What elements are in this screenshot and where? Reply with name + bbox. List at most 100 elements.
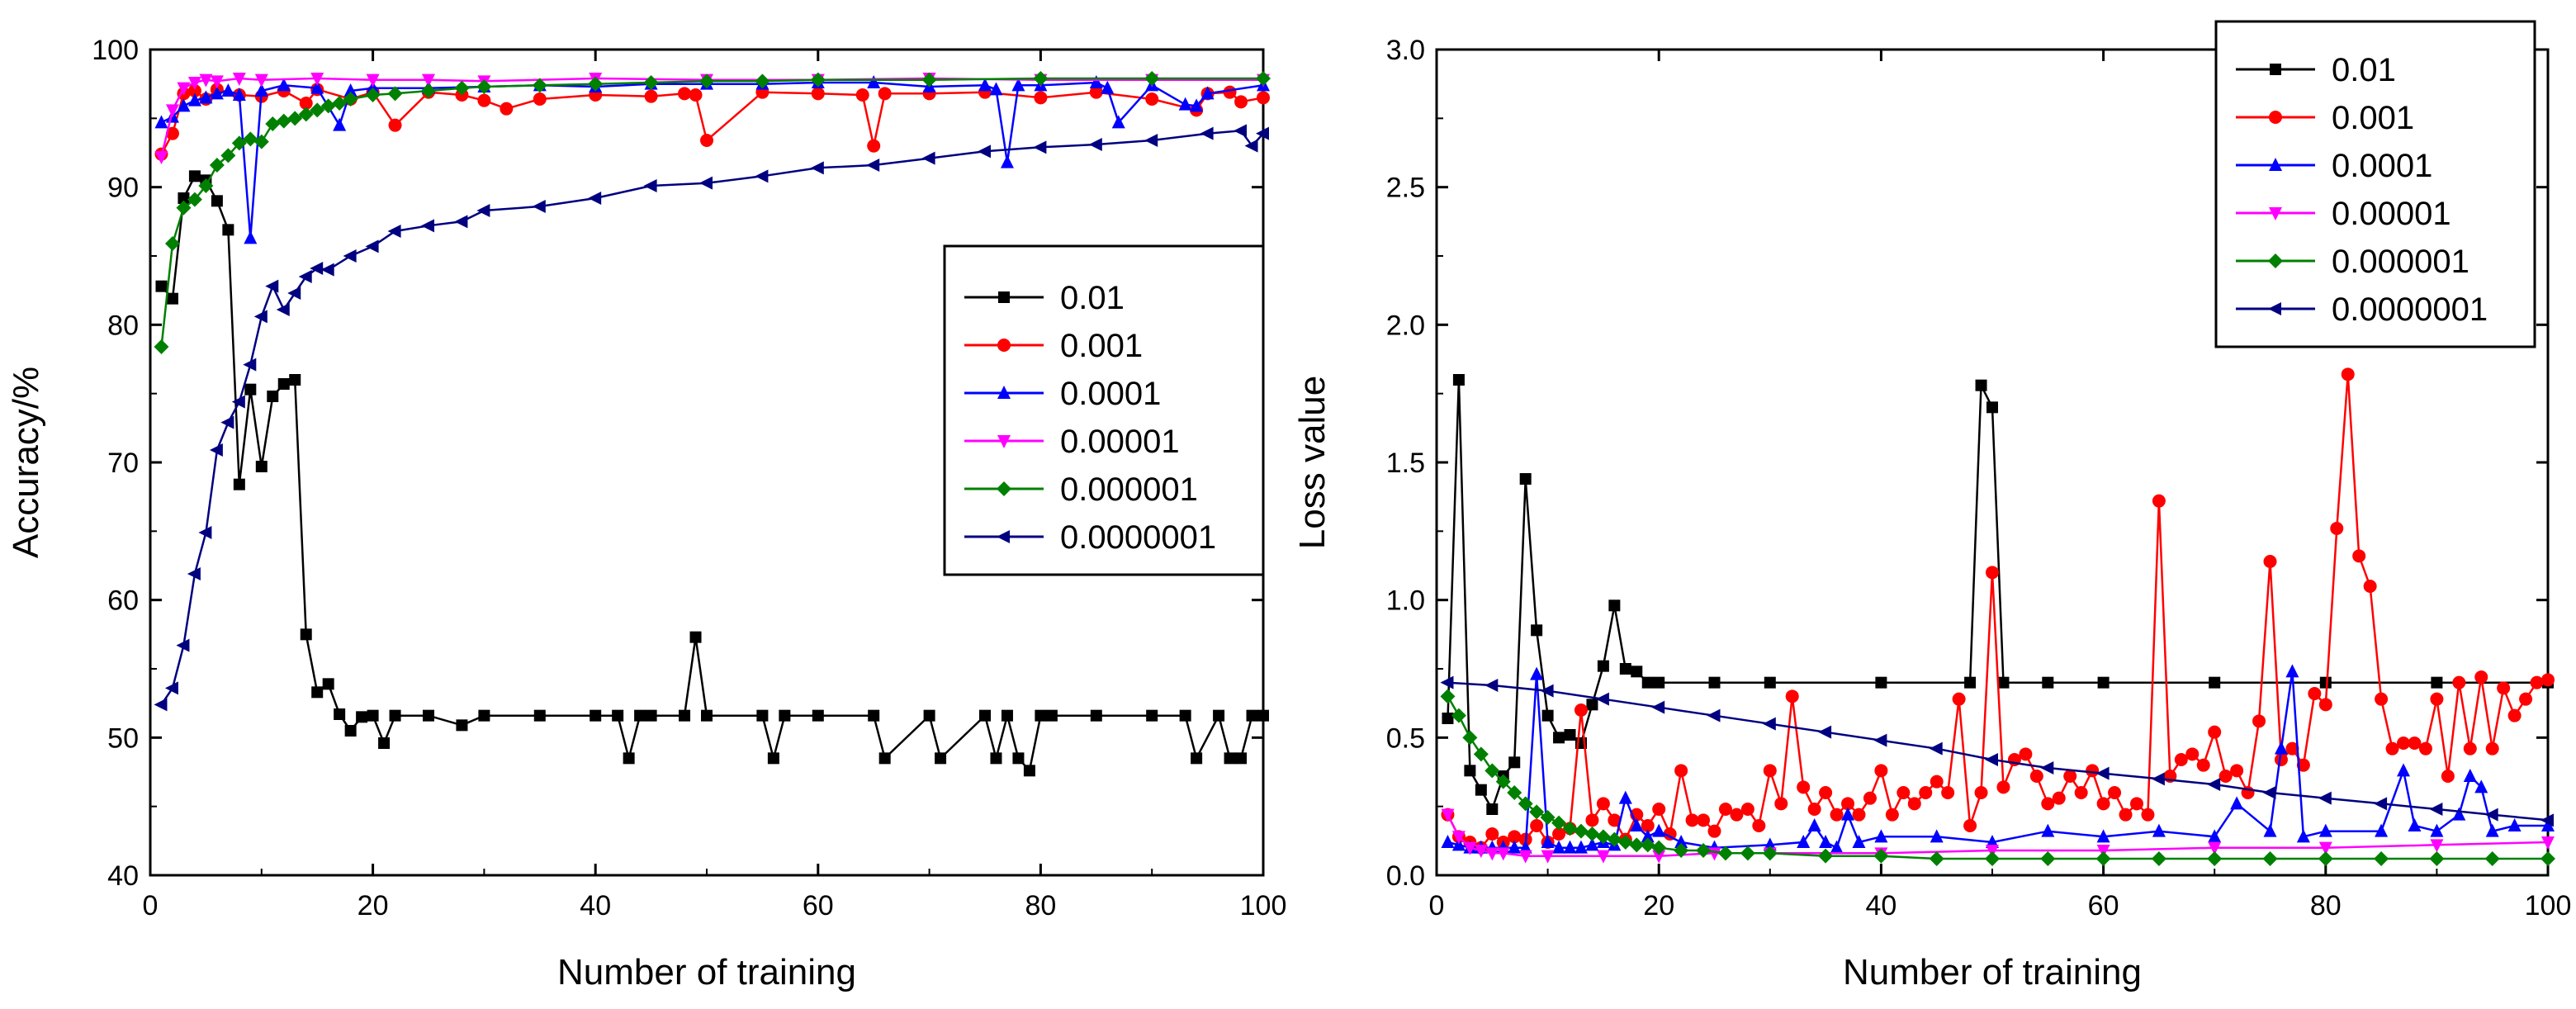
- loss-data-point: [2063, 770, 2077, 783]
- accuracy-data-point: [187, 92, 201, 107]
- accuracy-y-tick-label: 90: [107, 173, 139, 204]
- accuracy-data-point: [623, 752, 635, 765]
- accuracy-data-point: [1257, 91, 1270, 105]
- loss-data-point: [2484, 851, 2500, 866]
- loss-data-point: [1541, 835, 1555, 848]
- loss-data-point: [2029, 770, 2043, 783]
- accuracy-data-point: [320, 98, 336, 114]
- accuracy-data-point: [478, 709, 490, 722]
- loss-data-point: [1852, 808, 1866, 822]
- accuracy-data-point: [699, 73, 714, 89]
- loss-data-point: [2285, 664, 2299, 678]
- accuracy-data-point: [210, 86, 224, 100]
- accuracy-data-point: [643, 75, 659, 90]
- loss-legend-marker: [2268, 302, 2281, 315]
- loss-data-point: [1441, 808, 1455, 822]
- loss-data-point: [1452, 374, 1465, 386]
- loss-data-point: [1508, 756, 1521, 769]
- accuracy-data-point: [878, 87, 892, 101]
- accuracy-data-point: [154, 115, 168, 129]
- loss-data-point: [1985, 851, 2000, 866]
- loss-data-point: [2274, 753, 2288, 766]
- loss-data-point: [1740, 846, 1755, 861]
- loss-data-point: [1929, 851, 1944, 866]
- loss-data-point: [2141, 808, 2155, 822]
- loss-data-point: [2397, 763, 2411, 777]
- loss-data-point: [1485, 827, 1499, 841]
- loss-legend-entry: 0.01: [2236, 52, 2396, 88]
- accuracy-legend-marker: [997, 386, 1011, 399]
- loss-y-tick-label: 2.0: [1386, 310, 1425, 341]
- accuracy-series-0: [155, 170, 1269, 777]
- accuracy-y-tick-label: 50: [107, 722, 139, 754]
- loss-data-point: [2341, 367, 2355, 381]
- accuracy-data-point: [878, 752, 891, 765]
- accuracy-data-point: [612, 709, 624, 722]
- accuracy-data-point: [1144, 134, 1158, 147]
- loss-data-point: [1630, 818, 1644, 831]
- accuracy-data-point: [1089, 85, 1103, 99]
- loss-data-point: [2430, 839, 2444, 853]
- loss-x-tick-label: 60: [2088, 890, 2119, 921]
- loss-data-point: [1762, 717, 1776, 731]
- loss-legend-label: 0.001: [2332, 100, 2414, 136]
- loss-data-point: [1440, 675, 1454, 689]
- loss-series-group: [1440, 367, 2555, 866]
- accuracy-data-point: [199, 90, 213, 104]
- accuracy-legend-entry: 0.0001: [964, 376, 1161, 412]
- accuracy-data-point: [298, 107, 314, 122]
- accuracy-data-point: [532, 200, 546, 213]
- accuracy-data-point: [1011, 78, 1025, 92]
- loss-data-point: [1518, 796, 1533, 812]
- accuracy-data-point: [231, 395, 245, 409]
- accuracy-legend-entry: 0.00001: [964, 424, 1180, 460]
- accuracy-data-point: [1012, 752, 1025, 765]
- accuracy-data-point: [689, 88, 703, 102]
- loss-data-point: [2430, 823, 2444, 837]
- loss-series-1: [1441, 367, 2555, 855]
- accuracy-data-point: [232, 88, 246, 101]
- loss-data-point: [1763, 764, 1777, 778]
- loss-legend-label: 0.0000001: [2332, 291, 2488, 328]
- loss-data-point: [1997, 676, 2010, 689]
- accuracy-data-point: [287, 111, 303, 126]
- loss-data-point: [2040, 761, 2054, 775]
- loss-data-point: [1518, 850, 1532, 864]
- accuracy-data-point: [188, 170, 201, 182]
- loss-data-point: [2385, 741, 2399, 756]
- accuracy-data-point: [1213, 709, 1225, 722]
- loss-data-point: [1541, 850, 1555, 864]
- accuracy-legend-label: 0.00001: [1060, 424, 1180, 460]
- loss-data-point: [2263, 555, 2277, 568]
- accuracy-y-tick-label: 60: [107, 585, 139, 617]
- accuracy-legend-label: 0.000001: [1060, 471, 1198, 508]
- loss-data-point: [1651, 840, 1667, 855]
- loss-data-point: [2074, 786, 2088, 799]
- accuracy-legend-marker: [997, 530, 1010, 543]
- accuracy-data-point: [232, 73, 246, 86]
- loss-data-point: [2408, 818, 2422, 831]
- loss-data-point: [1540, 684, 1554, 698]
- loss-data-point: [1640, 837, 1655, 853]
- accuracy-data-point: [1033, 71, 1049, 86]
- accuracy-data-point: [1235, 752, 1248, 765]
- loss-data-point: [1807, 818, 1821, 831]
- loss-data-point: [1530, 666, 1544, 680]
- loss-data-point: [1617, 835, 1633, 850]
- loss-data-point: [1584, 827, 1600, 841]
- loss-data-point: [2363, 580, 2377, 593]
- accuracy-series-1: [154, 83, 1270, 161]
- accuracy-data-point: [699, 176, 713, 190]
- accuracy-data-point: [276, 113, 291, 129]
- loss-data-point: [2152, 494, 2166, 508]
- loss-data-point: [1830, 840, 1844, 854]
- loss-data-point: [1875, 676, 1887, 689]
- accuracy-data-point: [868, 709, 880, 722]
- loss-data-point: [2429, 851, 2445, 866]
- loss-data-point: [2185, 747, 2200, 761]
- accuracy-data-point: [1234, 95, 1248, 109]
- accuracy-data-point: [454, 215, 468, 229]
- accuracy-data-point: [812, 709, 824, 722]
- accuracy-data-point: [1045, 709, 1058, 722]
